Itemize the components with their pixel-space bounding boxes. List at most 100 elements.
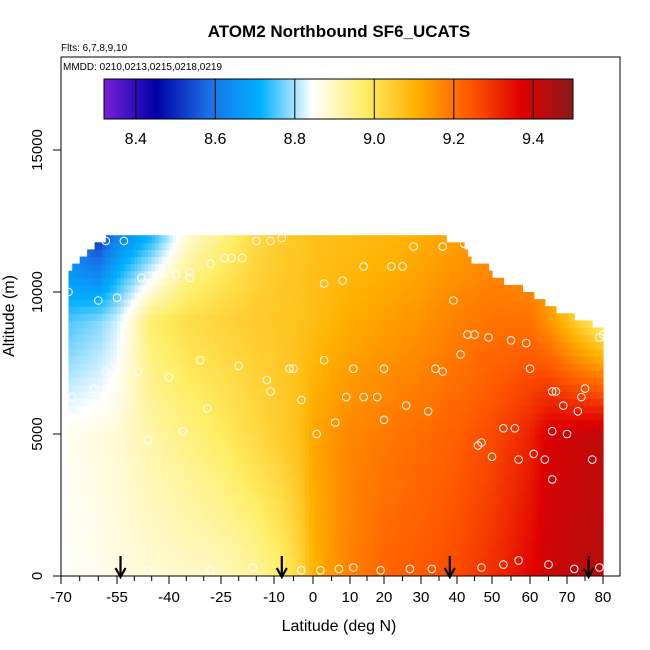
heatmap-cell bbox=[203, 426, 208, 435]
heatmap-cell bbox=[137, 348, 142, 357]
heatmap-cell bbox=[228, 512, 233, 520]
heatmap-cell bbox=[196, 469, 201, 478]
heatmap-cell bbox=[113, 235, 118, 243]
heatmap-cell bbox=[395, 363, 400, 371]
heatmap-cell bbox=[210, 540, 215, 549]
heatmap-cell bbox=[350, 512, 354, 520]
heatmap-cell bbox=[175, 526, 180, 534]
heatmap-cell bbox=[217, 377, 222, 385]
heatmap-cell bbox=[421, 426, 426, 435]
heatmap-cell bbox=[90, 341, 96, 350]
heatmap-cell bbox=[75, 313, 81, 321]
heatmap-cell bbox=[387, 561, 392, 570]
heatmap-cell bbox=[335, 405, 340, 414]
heatmap-cell bbox=[148, 299, 153, 307]
heatmap-cell bbox=[117, 377, 122, 385]
heatmap-cell bbox=[68, 292, 73, 300]
heatmap-cell bbox=[424, 497, 429, 506]
heatmap-cell bbox=[252, 391, 257, 400]
heatmap-cell bbox=[102, 299, 107, 307]
heatmap-cell bbox=[137, 256, 142, 265]
heatmap-cell bbox=[259, 405, 264, 414]
heatmap-cell bbox=[353, 526, 358, 534]
heatmap-cell bbox=[377, 263, 382, 272]
heatmap-cell bbox=[151, 398, 156, 407]
heatmap-cell bbox=[439, 398, 444, 407]
heatmap-cell bbox=[331, 270, 336, 279]
heatmap-cell bbox=[207, 426, 212, 435]
heatmap-cell bbox=[134, 348, 139, 357]
heatmap-cell bbox=[335, 355, 340, 364]
heatmap-cell bbox=[196, 568, 201, 576]
heatmap-cell bbox=[270, 284, 275, 293]
heatmap-cell bbox=[370, 235, 375, 243]
heatmap-cell bbox=[72, 355, 77, 364]
heatmap-cell bbox=[342, 284, 347, 293]
heatmap-cell bbox=[179, 434, 184, 442]
heatmap-cell bbox=[117, 313, 122, 321]
heatmap-cell bbox=[221, 277, 226, 286]
heatmap-cell bbox=[442, 441, 447, 449]
heatmap-cell bbox=[406, 320, 411, 329]
heatmap-cell bbox=[331, 412, 336, 421]
heatmap-cell bbox=[338, 526, 344, 534]
heatmap-cell bbox=[431, 547, 436, 556]
heatmap-cell bbox=[245, 306, 250, 314]
heatmap-cell bbox=[316, 320, 321, 329]
heatmap-cell bbox=[144, 277, 149, 286]
heatmap-cell bbox=[377, 497, 382, 506]
heatmap-cell bbox=[105, 242, 111, 250]
heatmap-cell bbox=[242, 348, 247, 357]
heatmap-cell bbox=[98, 426, 103, 435]
heatmap-cell bbox=[231, 483, 236, 492]
heatmap-cell bbox=[249, 313, 254, 321]
heatmap-cell bbox=[331, 554, 336, 563]
heatmap-cell bbox=[363, 434, 368, 442]
heatmap-cell bbox=[370, 370, 375, 378]
heatmap-cell bbox=[79, 526, 84, 534]
heatmap-cell bbox=[373, 434, 378, 442]
heatmap-cell bbox=[274, 270, 279, 279]
heatmap-cell bbox=[123, 235, 128, 243]
heatmap-cell bbox=[98, 384, 103, 392]
heatmap-cell bbox=[297, 561, 302, 570]
heatmap-cell bbox=[327, 313, 333, 321]
heatmap-cell bbox=[196, 561, 201, 570]
heatmap-cell bbox=[377, 256, 382, 265]
heatmap-cell bbox=[350, 270, 354, 279]
heatmap-cell bbox=[179, 448, 184, 456]
heatmap-cell bbox=[182, 306, 187, 314]
heatmap-cell bbox=[127, 341, 132, 350]
heatmap-cell bbox=[274, 256, 279, 265]
heatmap-cell bbox=[207, 306, 212, 314]
heatmap-cell bbox=[105, 299, 111, 307]
heatmap-cell bbox=[151, 533, 156, 542]
heatmap-cell bbox=[130, 363, 135, 371]
heatmap-cell bbox=[179, 263, 184, 272]
heatmap-cell bbox=[409, 235, 415, 243]
heatmap-cell bbox=[123, 249, 128, 258]
heatmap-cell bbox=[391, 377, 396, 385]
heatmap-cell bbox=[297, 540, 302, 549]
heatmap-cell bbox=[313, 419, 318, 428]
heatmap-cell bbox=[270, 256, 275, 265]
heatmap-cell bbox=[221, 256, 226, 265]
heatmap-cell bbox=[238, 391, 243, 400]
heatmap-cell bbox=[102, 490, 107, 499]
heatmap-cell bbox=[316, 306, 321, 314]
heatmap-cell bbox=[155, 419, 160, 428]
heatmap-cell bbox=[221, 462, 226, 471]
heatmap-cell bbox=[384, 284, 389, 293]
heatmap-cell bbox=[367, 299, 371, 307]
heatmap-cell bbox=[193, 348, 198, 357]
heatmap-cell bbox=[316, 412, 321, 421]
heatmap-cell bbox=[137, 327, 142, 336]
heatmap-cell bbox=[217, 263, 222, 272]
heatmap-cell bbox=[186, 426, 191, 435]
heatmap-cell bbox=[203, 448, 208, 456]
heatmap-cell bbox=[270, 547, 275, 556]
heatmap-cell bbox=[367, 412, 371, 421]
heatmap-cell bbox=[217, 348, 222, 357]
heatmap-cell bbox=[259, 526, 264, 534]
heatmap-cell bbox=[221, 320, 226, 329]
